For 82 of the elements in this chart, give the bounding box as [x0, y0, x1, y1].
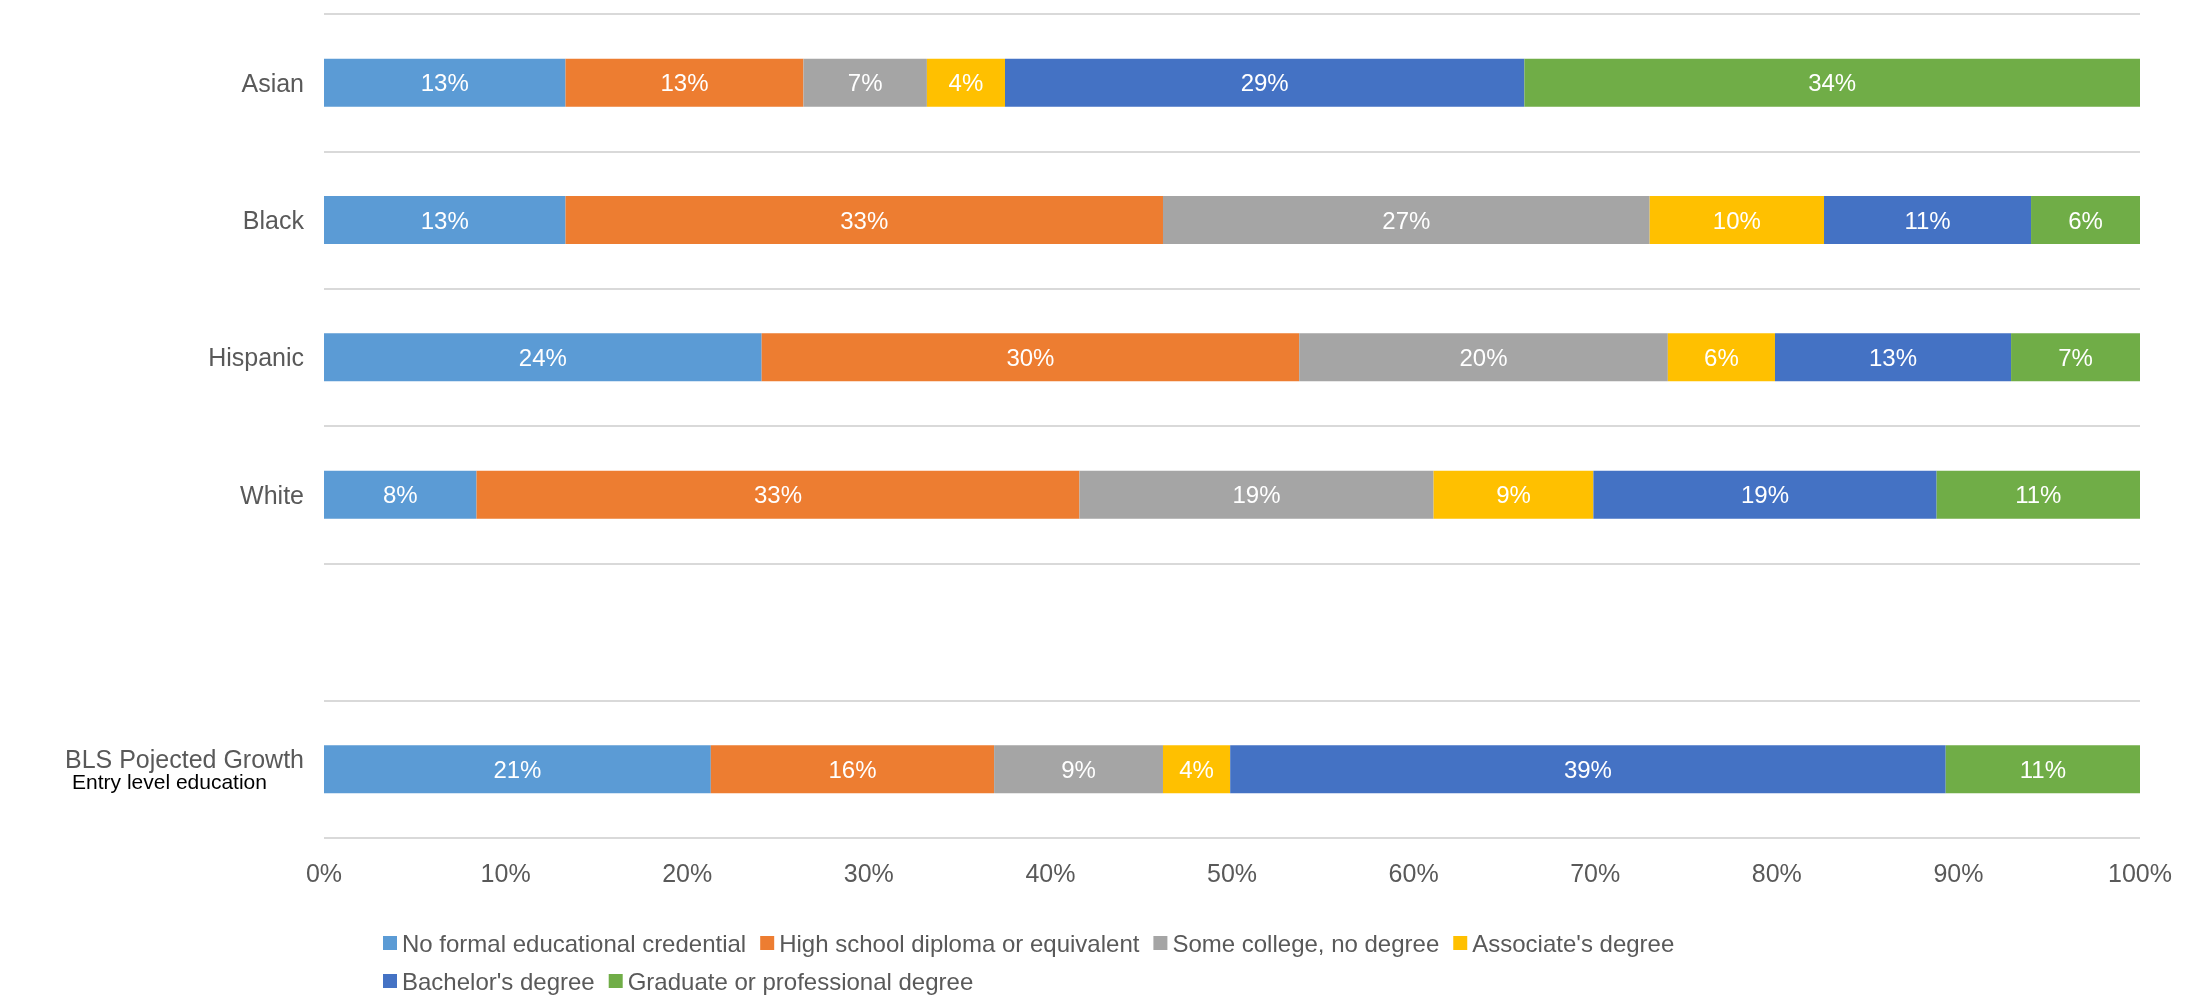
x-tick-label: 70%	[1570, 858, 1621, 887]
x-tick-label: 90%	[1933, 858, 1984, 887]
bar	[565, 196, 1163, 244]
data-label: 19%	[1232, 481, 1281, 509]
data-label: 13%	[420, 206, 469, 234]
data-label: 16%	[828, 755, 877, 783]
data-label: 30%	[1006, 343, 1055, 371]
data-label: 11%	[1904, 206, 1951, 234]
data-label: 6%	[2068, 206, 2103, 234]
bar	[324, 58, 566, 107]
x-tick-label: 60%	[1388, 858, 1439, 887]
data-label: 10%	[1712, 206, 1761, 234]
legend-label: No formal educational credential	[402, 929, 747, 957]
data-label: 34%	[1808, 69, 1857, 97]
data-label: 21%	[493, 755, 542, 783]
data-label: 39%	[1563, 755, 1612, 783]
bar	[1433, 470, 1594, 519]
bar	[1079, 470, 1434, 519]
bar	[926, 58, 1005, 107]
y-tick-label: Hispanic	[208, 343, 304, 372]
data-label: 8%	[382, 481, 418, 509]
y-tick-label: Asian	[241, 68, 304, 97]
data-label: 29%	[1240, 69, 1289, 97]
bar	[1945, 745, 2140, 794]
data-label: 4%	[948, 69, 984, 97]
bar	[324, 470, 477, 519]
bar	[565, 58, 804, 107]
data-label: 33%	[753, 481, 803, 509]
x-tick-label: 10%	[480, 858, 531, 887]
x-tick-label: 40%	[1025, 858, 1076, 887]
legend-label: Bachelor's degree	[402, 967, 595, 995]
data-label: 7%	[847, 69, 883, 97]
bar	[710, 745, 995, 794]
bar	[324, 745, 711, 794]
x-tick-label: 100%	[2108, 858, 2172, 887]
bar	[324, 196, 566, 244]
bar	[324, 333, 762, 382]
bar	[1299, 333, 1668, 382]
x-tick-label: 80%	[1751, 858, 1802, 887]
x-tick-label: 20%	[662, 858, 713, 887]
bar	[1667, 333, 1775, 382]
x-tick-label: 30%	[843, 858, 894, 887]
y-tick-label: BLS Pojected Growth Entry level education	[64, 744, 304, 794]
data-label: 13%	[1869, 343, 1918, 371]
data-label: 6%	[1704, 343, 1739, 371]
bar	[2031, 196, 2140, 244]
data-label: 27%	[1382, 206, 1431, 234]
data-label: 9%	[1496, 481, 1531, 509]
data-label: 13%	[420, 69, 469, 97]
bar	[761, 333, 1300, 382]
bar	[1162, 745, 1231, 794]
bar	[1936, 470, 2140, 519]
bar	[994, 745, 1163, 794]
bar	[1824, 196, 2032, 244]
data-label: 11%	[2019, 755, 2066, 783]
data-label: 24%	[518, 343, 567, 371]
data-label: 11%	[2015, 481, 2062, 509]
bar	[2011, 333, 2140, 382]
y-tick-label: White	[240, 480, 304, 509]
data-label: 4%	[1179, 755, 1214, 783]
bar	[476, 470, 1080, 519]
bar	[1593, 470, 1937, 519]
legend-label: Associate's degree	[1472, 929, 1675, 957]
data-label: 9%	[1061, 755, 1096, 783]
legend-label: Graduate or professional degree	[627, 967, 974, 995]
bar	[1524, 58, 2140, 107]
data-label: 33%	[840, 206, 889, 234]
bar	[1774, 333, 2012, 382]
x-tick-label: 50%	[1206, 858, 1258, 887]
data-label: 7%	[2058, 343, 2093, 371]
data-label: 13%	[660, 69, 709, 97]
data-label: 20%	[1459, 343, 1508, 371]
legend-label: Some college, no degree	[1172, 929, 1440, 957]
bar	[1162, 196, 1650, 244]
bar	[1649, 196, 1825, 244]
y-tick-label: Black	[242, 206, 305, 234]
bar	[1005, 58, 1525, 107]
legend-label: High school diploma or equivalent	[779, 929, 1140, 957]
bar	[803, 58, 927, 107]
data-label: 19%	[1740, 481, 1790, 509]
bar	[1230, 745, 1946, 794]
x-tick-label: 0%	[305, 858, 343, 887]
